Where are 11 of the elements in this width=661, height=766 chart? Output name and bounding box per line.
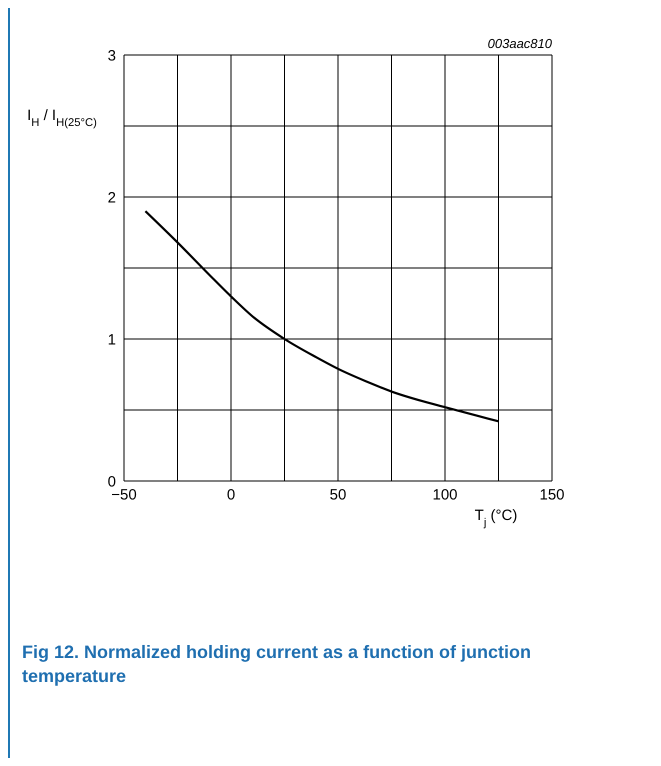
text: Fig 12. Normalized holding current as a function of junction temperature bbox=[22, 641, 532, 688]
x-tick-label: 50 bbox=[330, 486, 346, 504]
x-tick-label: 100 bbox=[432, 486, 458, 504]
y-tick-label: 1 bbox=[108, 331, 116, 348]
y-axis-title: I$_{H}$ / I$_{H(25°C)}$ bbox=[27, 107, 98, 129]
x-axis-title: T$_{j}$ (°C) bbox=[474, 507, 518, 529]
x-tick-label: 0 bbox=[226, 486, 236, 504]
x-tick-label: 150 bbox=[539, 486, 565, 504]
text: 003aac810 bbox=[488, 36, 553, 51]
y-tick-label: 2 bbox=[108, 189, 116, 206]
y-tick-label: 3 bbox=[108, 47, 116, 64]
